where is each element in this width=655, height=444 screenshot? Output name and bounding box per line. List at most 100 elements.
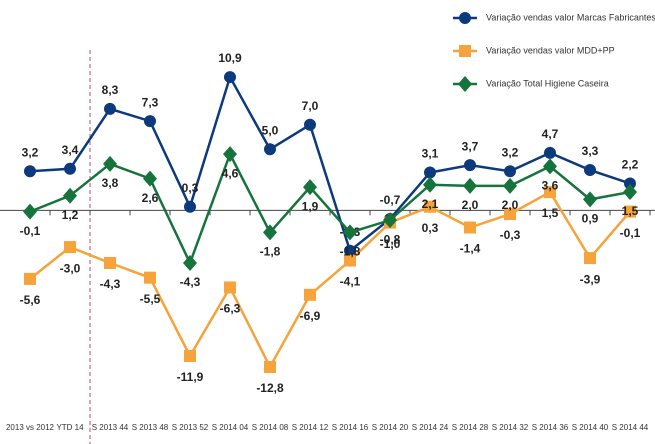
x-tick-label: YTD 14 xyxy=(56,423,84,432)
legend-label: Variação vendas valor Marcas Fabricantes xyxy=(486,12,655,22)
point xyxy=(24,272,36,285)
x-tick-label: S 2014 28 xyxy=(452,423,489,432)
value-label: 3,2 xyxy=(22,145,39,159)
value-label: -1,4 xyxy=(460,242,481,256)
point xyxy=(303,179,317,196)
series-line xyxy=(29,190,631,370)
point xyxy=(184,200,196,213)
value-label: -3,9 xyxy=(580,272,601,286)
point xyxy=(144,115,156,128)
x-tick-label: S 2014 44 xyxy=(612,423,649,432)
x-tick-label: S 2014 36 xyxy=(532,423,569,432)
value-label: 5,0 xyxy=(262,123,279,137)
value-label: 4,7 xyxy=(542,127,559,141)
point xyxy=(383,212,397,229)
value-label: -6,3 xyxy=(220,302,241,316)
legend-label: Variação vendas valor MDD+PP xyxy=(486,45,615,55)
value-label: -4,3 xyxy=(100,277,121,291)
point xyxy=(543,158,557,175)
point xyxy=(344,254,356,267)
point xyxy=(623,184,637,201)
point xyxy=(304,288,316,301)
value-label: 7,3 xyxy=(142,95,159,109)
series-line xyxy=(29,73,631,253)
point xyxy=(224,71,236,84)
point xyxy=(184,349,196,362)
value-label: -11,9 xyxy=(177,370,204,384)
x-tick-label: S 2014 40 xyxy=(572,423,609,432)
value-label: 3,4 xyxy=(62,143,79,157)
point xyxy=(624,205,636,218)
point xyxy=(504,165,516,178)
legend-label: Variação Total Higiene Caseira xyxy=(486,78,609,88)
value-label: 2,1 xyxy=(422,197,439,211)
point xyxy=(304,118,316,131)
point xyxy=(343,224,357,241)
value-label: 1,9 xyxy=(302,199,319,213)
x-tick-label: S 2013 44 xyxy=(92,423,129,432)
x-tick-label: 2013 vs 2012 xyxy=(6,423,55,432)
value-label: -4,1 xyxy=(340,275,361,289)
value-label: -3,0 xyxy=(60,261,81,275)
point xyxy=(103,155,117,172)
value-label: -0,8 xyxy=(380,232,401,246)
x-tick-label: S 2014 32 xyxy=(492,423,529,432)
x-tick-label: S 2014 24 xyxy=(412,423,449,432)
x-tick-label: S 2014 04 xyxy=(212,423,249,432)
point xyxy=(104,102,116,115)
value-label: 2,6 xyxy=(142,191,159,205)
point xyxy=(24,165,36,178)
value-label: 2,0 xyxy=(502,198,519,212)
value-label: 10,9 xyxy=(218,51,242,65)
point xyxy=(504,208,516,221)
point xyxy=(63,187,77,204)
point xyxy=(183,254,197,271)
point xyxy=(463,177,477,194)
value-label: 0,3 xyxy=(182,181,199,195)
value-label: 4,6 xyxy=(222,166,239,180)
point xyxy=(583,191,597,208)
point xyxy=(584,164,596,177)
point xyxy=(544,186,556,199)
value-label: 8,3 xyxy=(102,83,119,97)
point xyxy=(424,200,436,213)
value-label: 1,2 xyxy=(62,208,79,222)
point xyxy=(464,159,476,172)
point xyxy=(344,244,356,257)
value-label: 3,3 xyxy=(582,144,599,158)
value-label: -5,6 xyxy=(20,293,41,307)
series-line xyxy=(29,151,631,267)
value-label: -0,3 xyxy=(500,228,521,242)
x-tick-label: S 2013 48 xyxy=(132,423,169,432)
value-label: 1,5 xyxy=(542,206,559,220)
point xyxy=(264,360,276,373)
point xyxy=(23,203,37,220)
point xyxy=(64,241,76,254)
value-label: 2,2 xyxy=(622,158,639,172)
value-label: -1,8 xyxy=(260,245,281,259)
value-label: 3,8 xyxy=(102,176,119,190)
value-label: 1,5 xyxy=(622,204,639,218)
point xyxy=(503,177,517,194)
value-label: -0,1 xyxy=(20,224,41,238)
point xyxy=(424,166,436,179)
x-tick-label: S 2014 16 xyxy=(332,423,369,432)
x-tick-label: S 2013 52 xyxy=(172,423,209,432)
value-label: -6,9 xyxy=(300,309,321,323)
value-label: 3,2 xyxy=(502,145,519,159)
value-label: -1,0 xyxy=(380,237,401,251)
x-tick-label: S 2014 08 xyxy=(252,423,289,432)
value-label: -0,1 xyxy=(620,226,641,240)
point xyxy=(224,281,236,294)
value-label: -4,3 xyxy=(180,275,201,289)
legend-marker xyxy=(459,12,471,24)
value-label: 3,7 xyxy=(462,139,479,153)
point xyxy=(464,221,476,234)
value-label: -1,8 xyxy=(340,245,361,259)
legend-marker xyxy=(459,45,471,57)
value-label: -5,5 xyxy=(140,292,161,306)
point xyxy=(423,176,437,193)
value-label: 0,3 xyxy=(422,221,439,235)
point xyxy=(64,162,76,175)
value-label: 2,0 xyxy=(462,198,479,212)
